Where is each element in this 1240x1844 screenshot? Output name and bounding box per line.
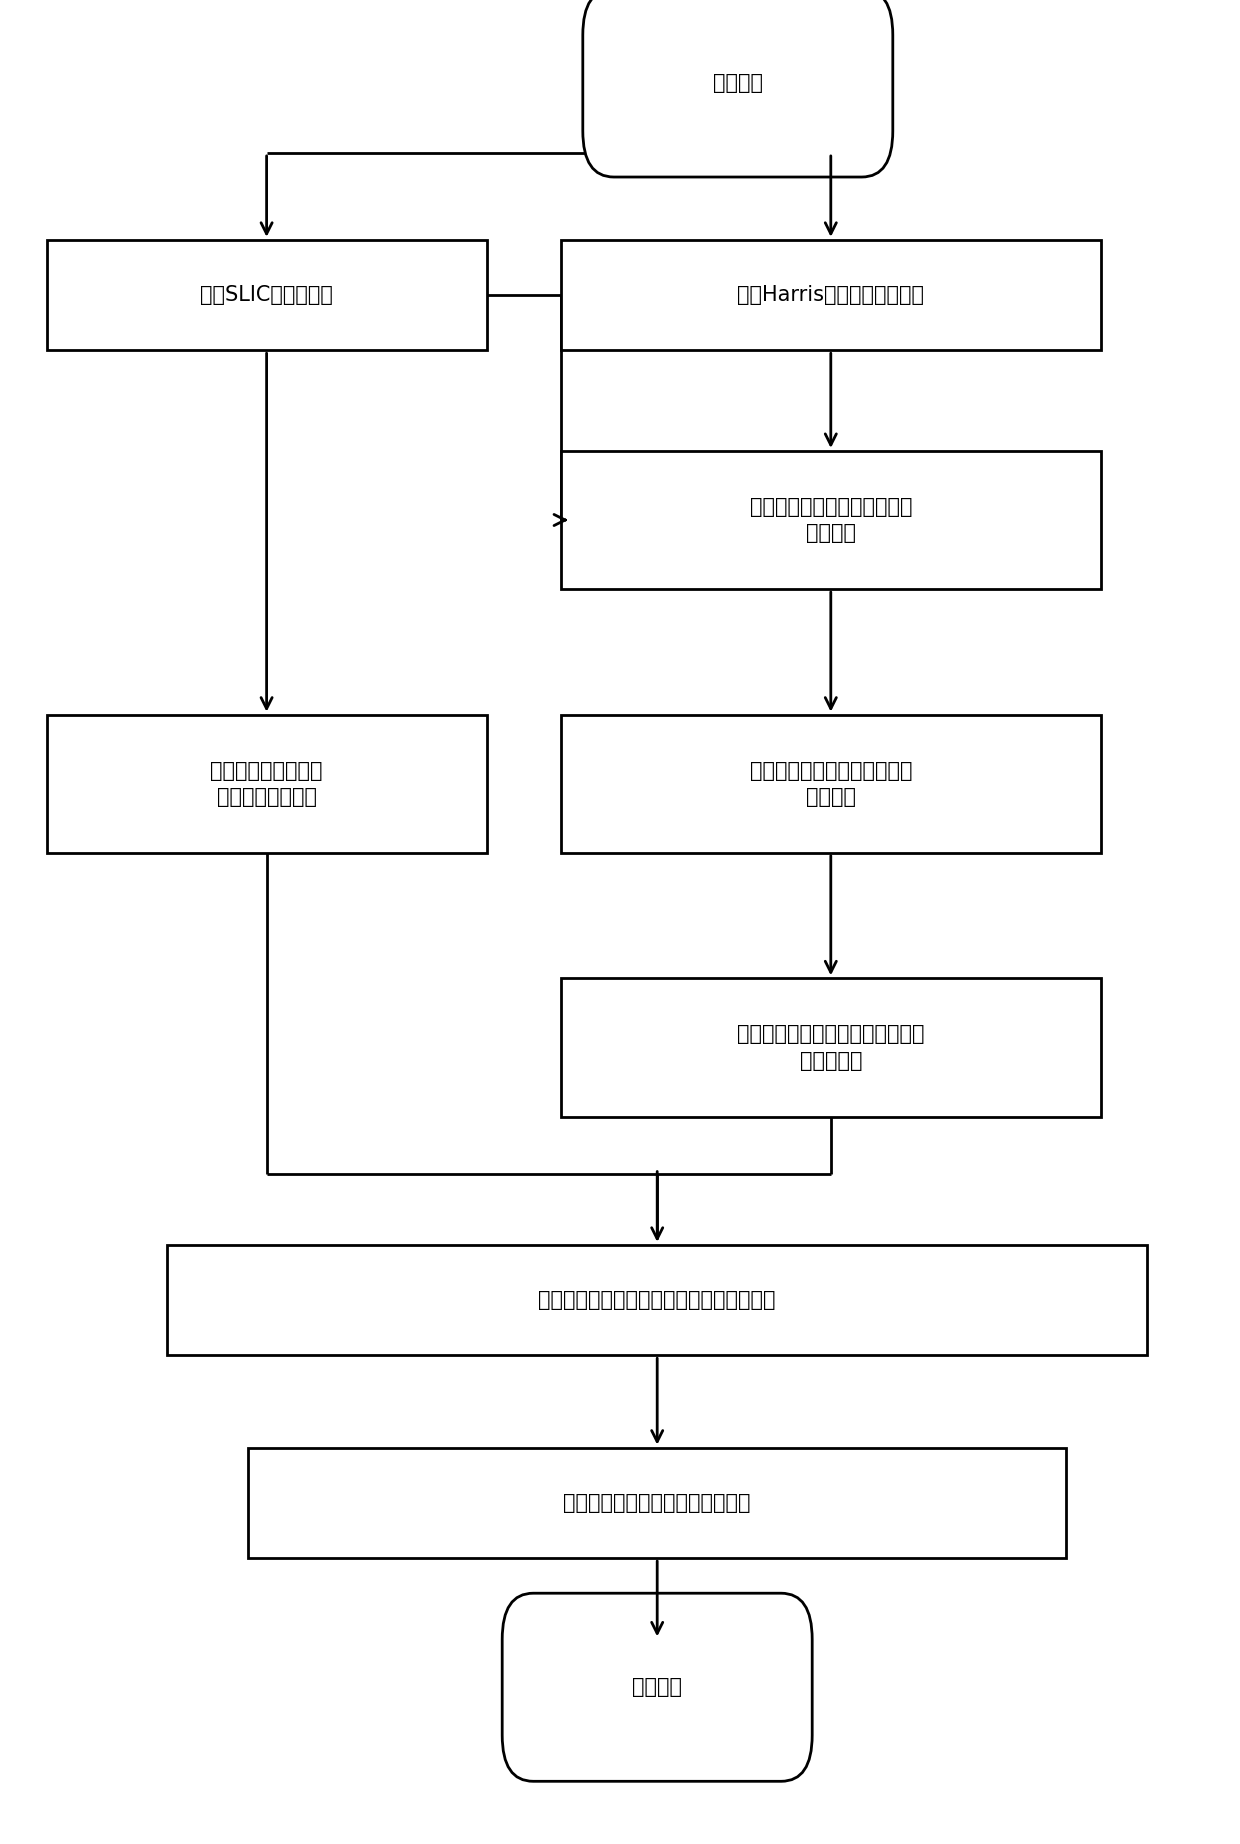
FancyBboxPatch shape	[47, 240, 486, 350]
Text: 利用聚类算法构造凸包内精准
前景区域: 利用聚类算法构造凸包内精准 前景区域	[749, 496, 913, 544]
Text: 使用Harris角点检测构造凸包: 使用Harris角点检测构造凸包	[738, 286, 924, 304]
Text: 利用聚类内显著值传播计算各超像
素前景概率: 利用聚类内显著值传播计算各超像 素前景概率	[737, 1023, 925, 1071]
Text: 利用边界连通性计算
各超像素背景概率: 利用边界连通性计算 各超像素背景概率	[211, 760, 322, 808]
FancyBboxPatch shape	[47, 715, 486, 852]
FancyBboxPatch shape	[248, 1448, 1066, 1558]
FancyBboxPatch shape	[560, 977, 1101, 1117]
Text: 抑制背景超像素显著值优化显著图: 抑制背景超像素显著值优化显著图	[563, 1494, 751, 1512]
Text: 使用SLIC划分超像素: 使用SLIC划分超像素	[200, 286, 334, 304]
FancyBboxPatch shape	[583, 0, 893, 177]
Text: 得到边界连通性与局部对比性融合的显著图: 得到边界连通性与局部对比性融合的显著图	[538, 1291, 776, 1309]
Text: 利用随机游走模型计算各超像
素显著值: 利用随机游走模型计算各超像 素显著值	[749, 760, 913, 808]
FancyBboxPatch shape	[560, 240, 1101, 350]
Text: 算法结束: 算法结束	[632, 1678, 682, 1696]
Text: 算法开始: 算法开始	[713, 74, 763, 92]
FancyBboxPatch shape	[560, 715, 1101, 852]
FancyBboxPatch shape	[167, 1245, 1147, 1355]
FancyBboxPatch shape	[560, 452, 1101, 590]
FancyBboxPatch shape	[502, 1593, 812, 1781]
